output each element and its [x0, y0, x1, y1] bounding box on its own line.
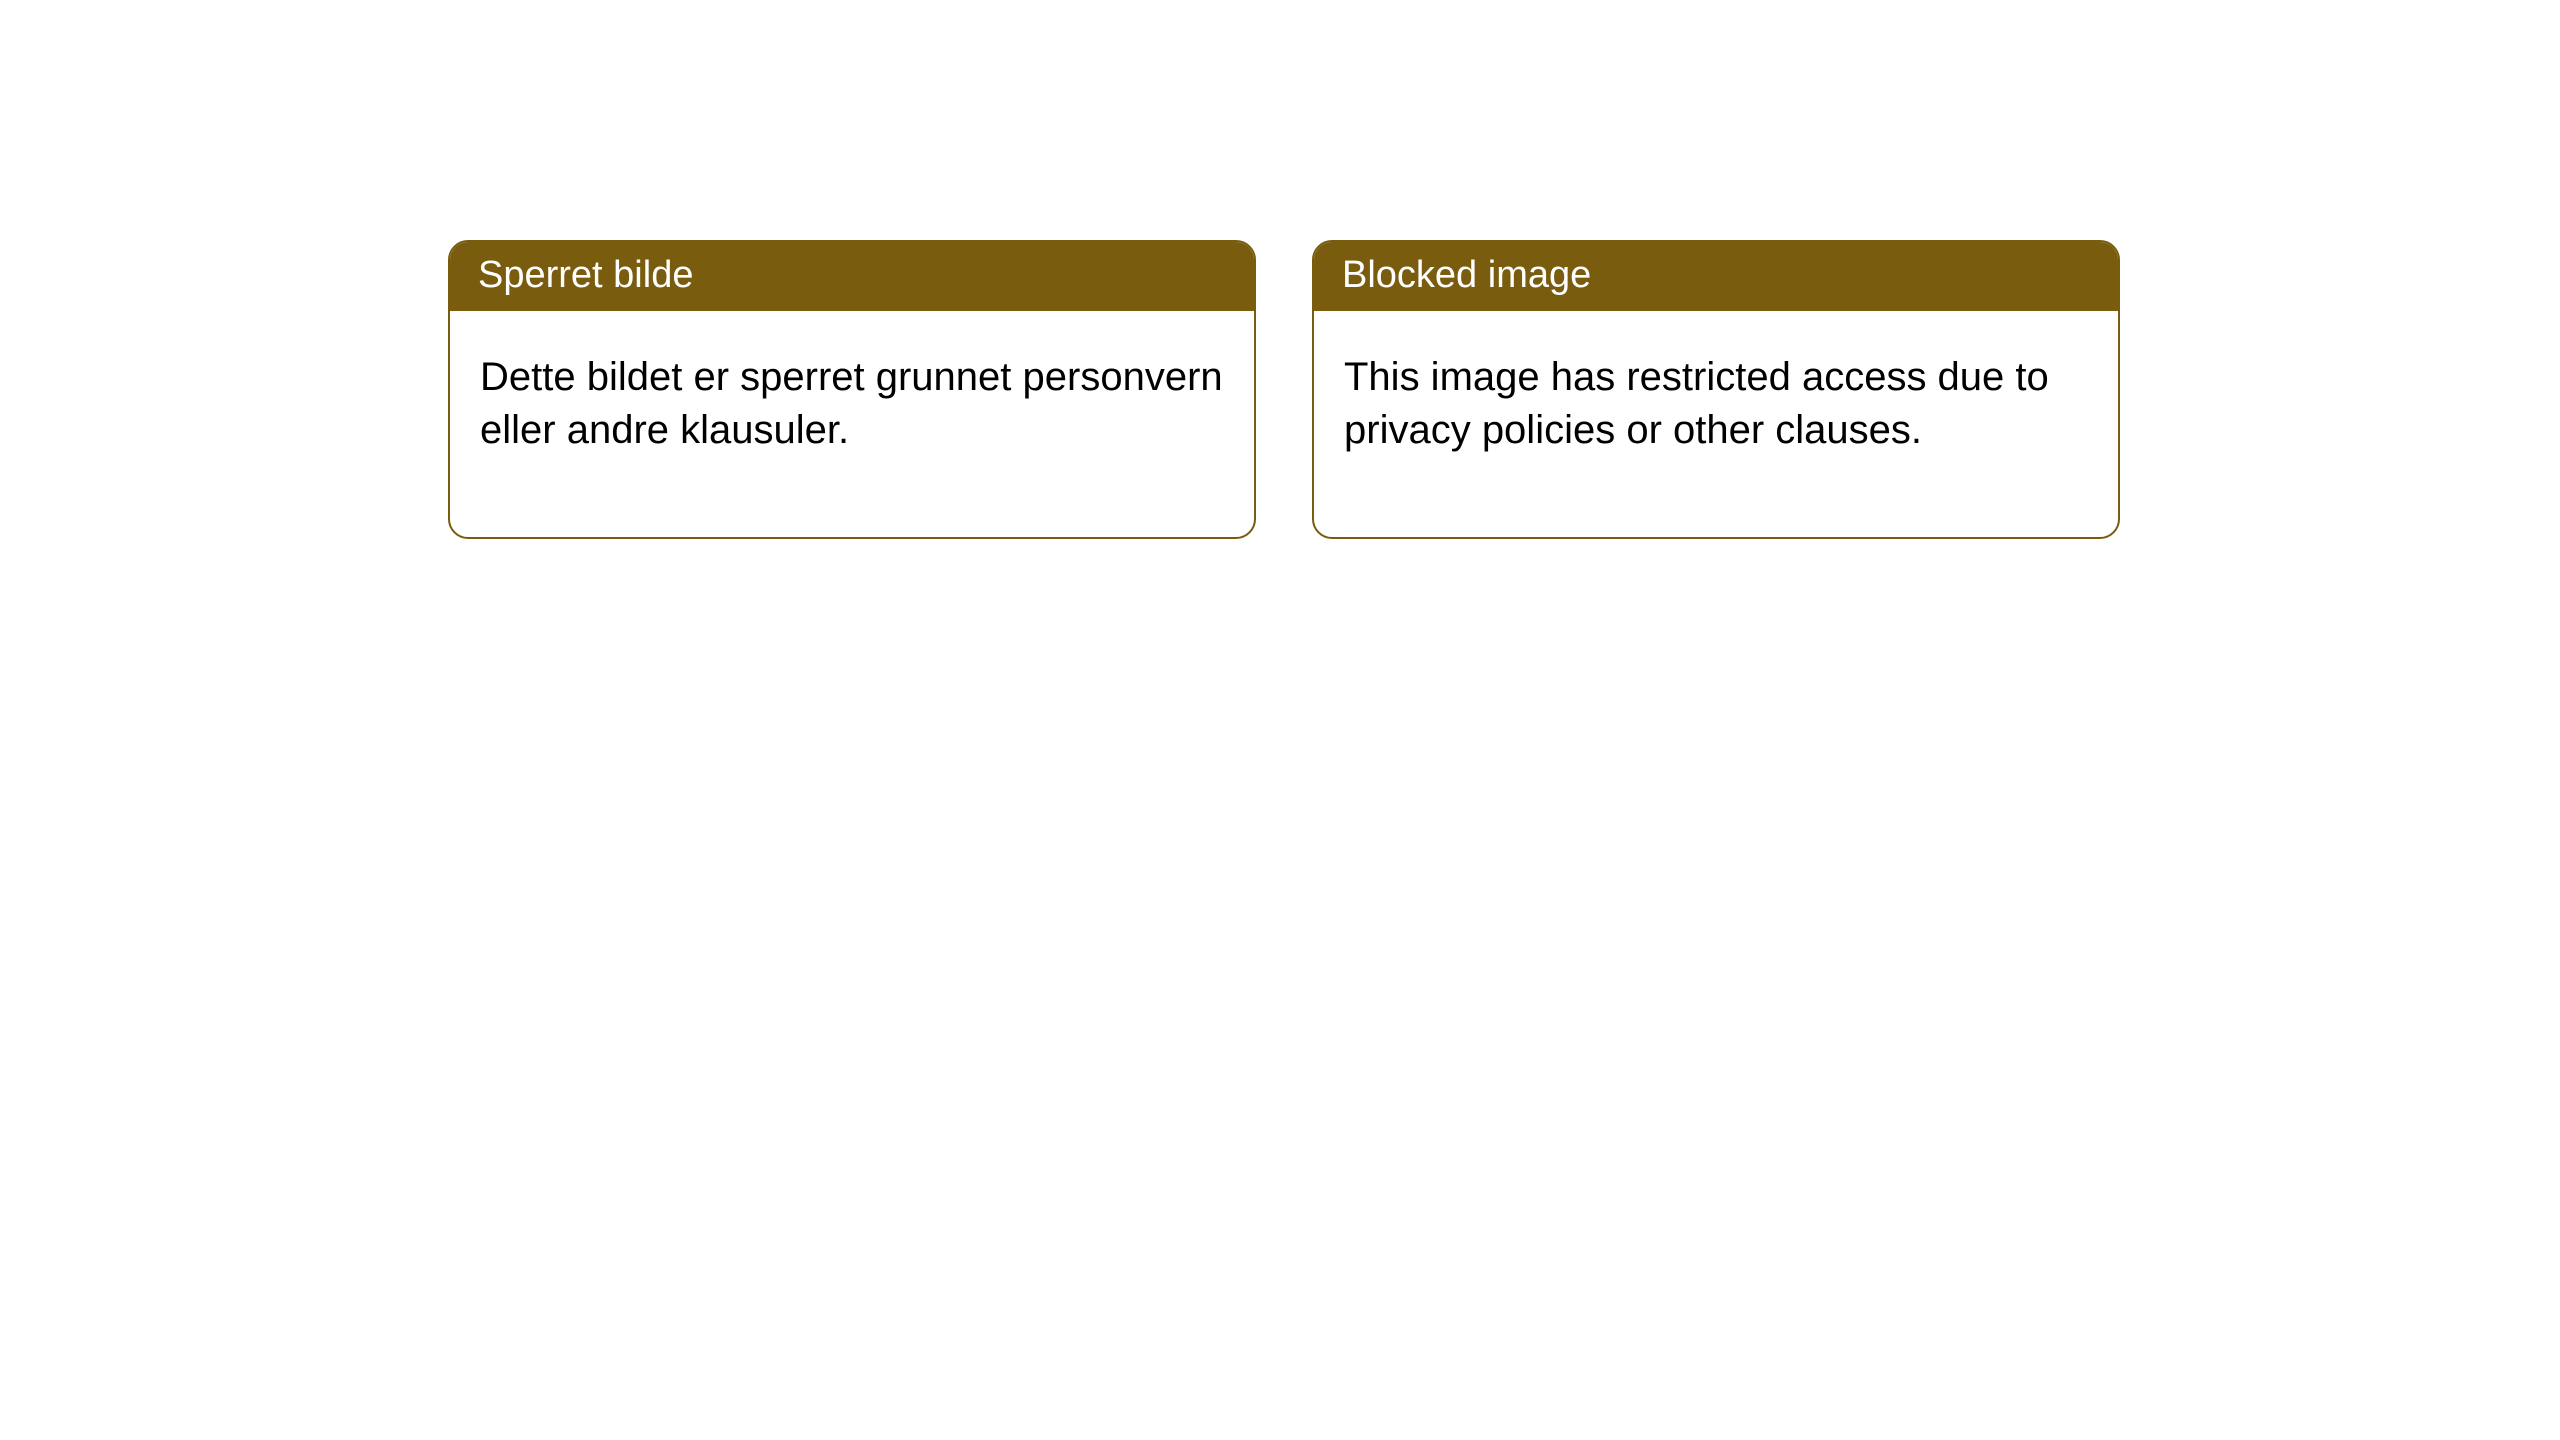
card-header: Blocked image — [1314, 242, 2118, 311]
notice-card-norwegian: Sperret bilde Dette bildet er sperret gr… — [448, 240, 1256, 539]
notice-card-english: Blocked image This image has restricted … — [1312, 240, 2120, 539]
card-title: Sperret bilde — [478, 254, 693, 296]
card-body: This image has restricted access due to … — [1314, 311, 2118, 537]
card-body-text: Dette bildet er sperret grunnet personve… — [480, 355, 1223, 452]
card-header: Sperret bilde — [450, 242, 1254, 311]
notice-cards-container: Sperret bilde Dette bildet er sperret gr… — [0, 0, 2560, 539]
card-body: Dette bildet er sperret grunnet personve… — [450, 311, 1254, 537]
card-body-text: This image has restricted access due to … — [1344, 355, 2049, 452]
card-title: Blocked image — [1342, 254, 1591, 296]
